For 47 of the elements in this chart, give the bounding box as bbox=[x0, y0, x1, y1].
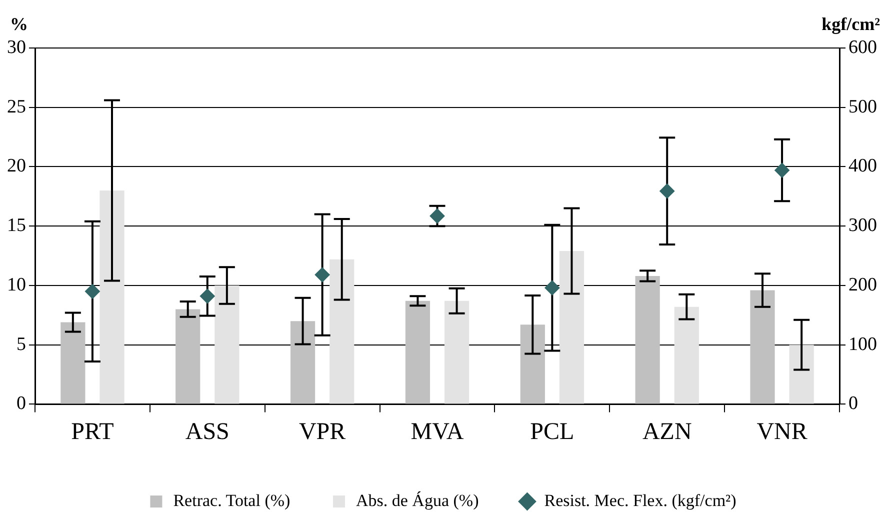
legend-label: Resist. Mec. Flex. (kgf/cm²) bbox=[544, 490, 736, 510]
legend-label: Abs. de Água (%) bbox=[356, 490, 479, 510]
bar bbox=[559, 251, 584, 404]
x-tick-label: PCL bbox=[530, 418, 574, 445]
x-tick-label: VPR bbox=[298, 418, 346, 445]
y-axis-title: % bbox=[10, 14, 28, 34]
y-tick-label: 15 bbox=[7, 215, 26, 236]
bar bbox=[520, 324, 545, 404]
bar bbox=[290, 321, 316, 404]
bar bbox=[789, 344, 814, 404]
bar bbox=[60, 322, 86, 404]
bar bbox=[330, 259, 354, 404]
y-tick-label: 25 bbox=[7, 96, 26, 118]
point bbox=[314, 267, 330, 282]
x-tick-label: PRT bbox=[71, 418, 114, 445]
x-tick-label: VNR bbox=[756, 418, 808, 445]
x-tick-label: ASS bbox=[185, 418, 230, 445]
y-tick-label: 30 bbox=[7, 36, 26, 58]
bar bbox=[635, 276, 660, 404]
y2-tick-label: 300 bbox=[848, 215, 877, 236]
bar bbox=[444, 300, 470, 404]
bar bbox=[214, 285, 240, 404]
legend-label: Retrac. Total (%) bbox=[173, 490, 290, 510]
point bbox=[84, 284, 100, 299]
y-tick-label: 20 bbox=[7, 156, 26, 177]
point bbox=[660, 184, 675, 199]
bar bbox=[176, 309, 200, 404]
bar bbox=[405, 300, 430, 404]
point bbox=[774, 162, 790, 178]
y2-tick-label: 400 bbox=[848, 156, 877, 177]
x-tick-label: AZN bbox=[642, 418, 692, 445]
y-tick-label: 5 bbox=[16, 334, 26, 355]
y2-tick-label: 200 bbox=[848, 274, 877, 296]
y2-tick-label: 600 bbox=[848, 36, 877, 58]
bar bbox=[674, 306, 699, 404]
y2-tick-label: 100 bbox=[848, 334, 877, 355]
y-tick-label: 0 bbox=[16, 393, 26, 414]
point bbox=[430, 208, 445, 224]
y2-axis-title: kgf/cm² bbox=[822, 14, 880, 34]
point bbox=[200, 288, 215, 304]
y2-tick-label: 500 bbox=[848, 96, 877, 118]
bar bbox=[750, 290, 775, 404]
y2-tick-label: 0 bbox=[848, 393, 858, 414]
point bbox=[544, 280, 560, 296]
bar bbox=[100, 190, 124, 404]
x-tick-label: MVA bbox=[410, 418, 464, 445]
y-tick-label: 10 bbox=[7, 274, 26, 296]
